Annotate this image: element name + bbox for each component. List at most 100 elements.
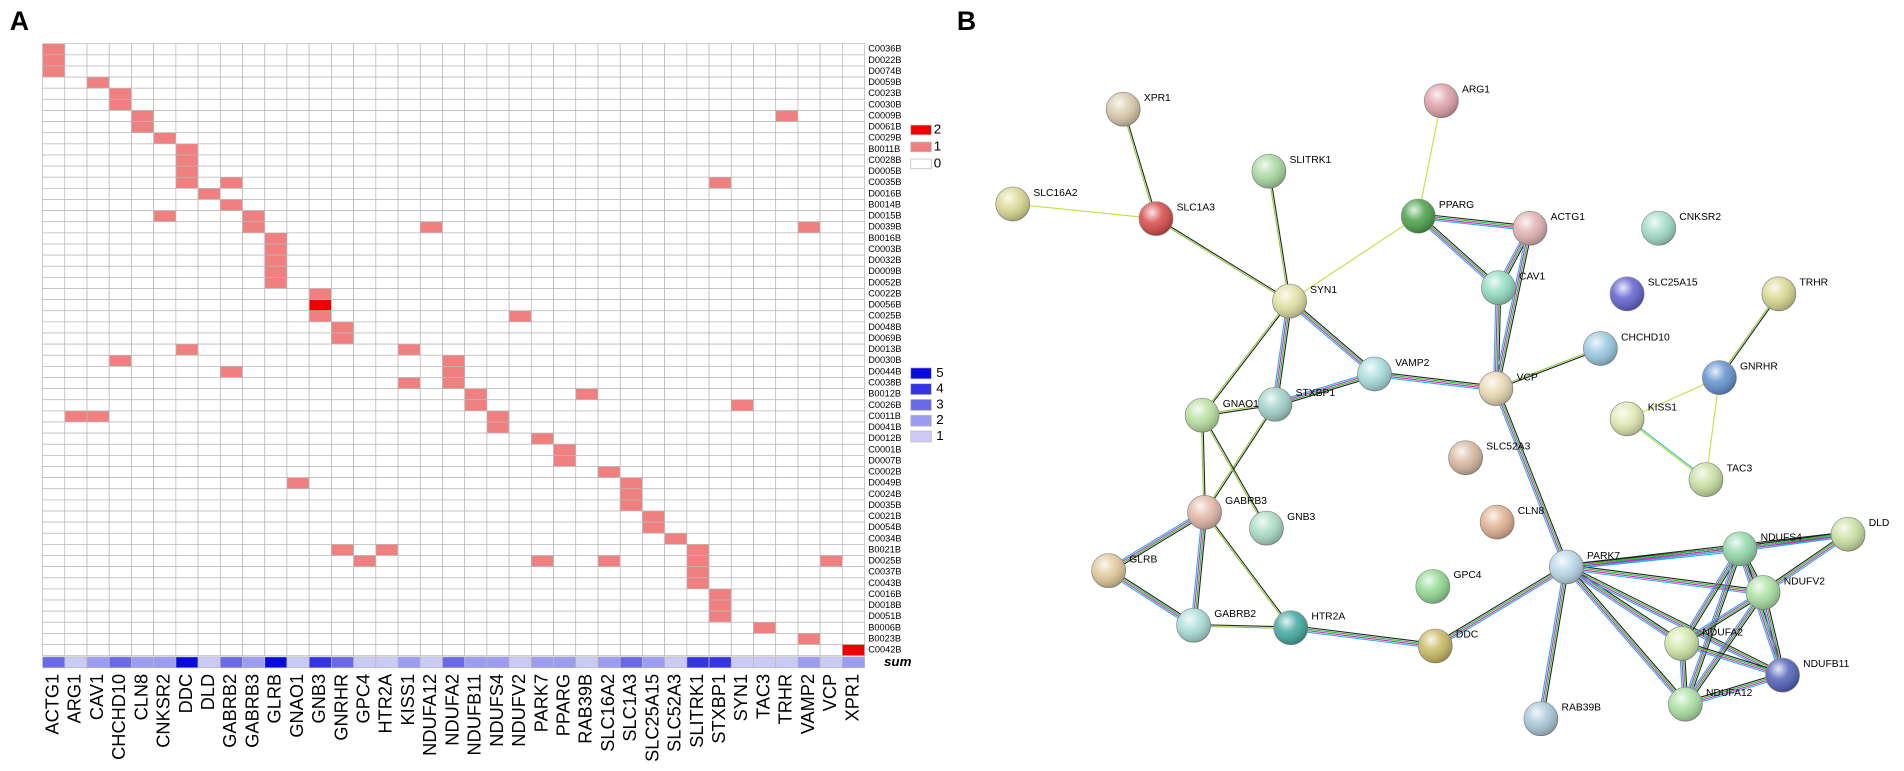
heatmap-cell <box>264 332 288 345</box>
heatmap-cell <box>353 143 377 156</box>
heatmap-cell <box>819 299 843 312</box>
heatmap-cell <box>597 143 621 156</box>
row-label: C0026B <box>868 400 901 410</box>
heatmap-cell <box>219 633 243 645</box>
heatmap-cell <box>553 455 577 467</box>
heatmap-cell <box>264 199 288 211</box>
edge <box>1272 300 1288 405</box>
heatmap-cell <box>575 566 599 579</box>
heatmap-cell <box>42 254 66 267</box>
node-label: SYN1 <box>1310 285 1337 296</box>
heatmap-cell <box>686 132 710 145</box>
heatmap-cell <box>153 366 177 378</box>
heatmap-cell <box>730 254 754 267</box>
heatmap-cell <box>86 54 110 67</box>
heatmap-cell <box>597 577 621 590</box>
heatmap-cell <box>175 87 199 100</box>
heatmap-cell <box>108 566 132 579</box>
heatmap-cell <box>841 321 865 334</box>
heatmap-cell <box>819 488 843 501</box>
heatmap-cell <box>708 477 732 490</box>
heatmap-cell <box>775 199 799 211</box>
heatmap-cell <box>686 87 710 100</box>
heatmap-cell <box>686 644 710 657</box>
heatmap-cell <box>331 366 354 378</box>
heatmap-cell <box>197 265 221 278</box>
heatmap-cell <box>486 443 510 456</box>
node-shine <box>1448 440 1483 475</box>
heatmap-cell <box>242 187 266 200</box>
heatmap-cell <box>464 366 488 378</box>
heatmap-cell <box>841 455 865 467</box>
heatmap-cell <box>219 477 243 490</box>
row-label: C0009B <box>868 110 901 120</box>
heatmap-cell <box>819 544 843 556</box>
heatmap-cell <box>242 532 266 545</box>
heatmap-cell <box>686 98 710 111</box>
heatmap-cell <box>642 76 665 89</box>
heatmap-cell <box>264 276 288 289</box>
heatmap-cell <box>797 343 821 356</box>
heatmap-cell <box>753 143 777 156</box>
heatmap-cell <box>508 544 532 556</box>
heatmap-cell <box>242 499 266 512</box>
heatmap-cell <box>108 477 132 490</box>
heatmap-cell <box>642 65 665 78</box>
heatmap-cell <box>331 343 354 356</box>
heatmap-cell <box>575 377 599 389</box>
heatmap-cell <box>353 299 377 312</box>
heatmap-cell <box>841 288 865 300</box>
heatmap-cell <box>730 165 754 178</box>
edge <box>1156 217 1291 301</box>
heatmap-cell <box>664 388 688 401</box>
heatmap-cell <box>42 521 66 534</box>
heatmap-cell <box>331 299 354 312</box>
heatmap-cell <box>575 621 599 634</box>
heatmap-cell <box>597 599 621 612</box>
heatmap-cell <box>841 221 865 234</box>
edge <box>1494 227 1530 389</box>
heatmap-cell <box>597 54 621 67</box>
heatmap-cell <box>175 633 199 645</box>
heatmap-cell <box>286 388 310 401</box>
heatmap-cell <box>353 366 377 378</box>
heatmap-cell <box>308 377 332 389</box>
heatmap-cell <box>286 65 310 78</box>
edge <box>1740 534 1849 551</box>
heatmap-cell <box>397 521 421 534</box>
heatmap-cell <box>197 577 221 590</box>
heatmap-cell <box>64 43 88 56</box>
heatmap-cell <box>286 132 310 145</box>
heatmap-cell <box>175 354 199 367</box>
heatmap-cell <box>131 98 155 111</box>
node-label: PARK7 <box>1587 551 1620 562</box>
heatmap-cell <box>486 521 510 534</box>
heatmap-cell <box>442 377 466 389</box>
edge <box>1566 567 1764 594</box>
heatmap-cell <box>553 76 577 89</box>
heatmap-cell <box>797 132 821 145</box>
heatmap-cell <box>642 544 665 556</box>
heatmap-cell <box>353 577 377 590</box>
heatmap-cell <box>464 521 488 534</box>
heatmap-cell <box>308 87 332 100</box>
heatmap-cell <box>486 343 510 356</box>
heatmap-cell <box>797 299 821 312</box>
heatmap-cell <box>708 544 732 556</box>
heatmap-cell <box>597 377 621 389</box>
heatmap-cell <box>108 443 132 456</box>
heatmap-cell <box>530 110 554 122</box>
heatmap-cell <box>86 343 110 356</box>
heatmap-cell <box>86 243 110 256</box>
heatmap-cell <box>397 54 421 67</box>
heatmap-cell <box>375 644 399 657</box>
row-label: D0009B <box>868 266 901 276</box>
row-label: B0012B <box>868 389 901 399</box>
heatmap-cell <box>797 488 821 501</box>
heatmap-cell <box>175 299 199 312</box>
heatmap-cell <box>642 310 665 323</box>
heatmap-cell <box>486 154 510 167</box>
heatmap-cell <box>375 477 399 490</box>
heatmap-cell <box>819 232 843 245</box>
heatmap-cell <box>331 432 354 445</box>
